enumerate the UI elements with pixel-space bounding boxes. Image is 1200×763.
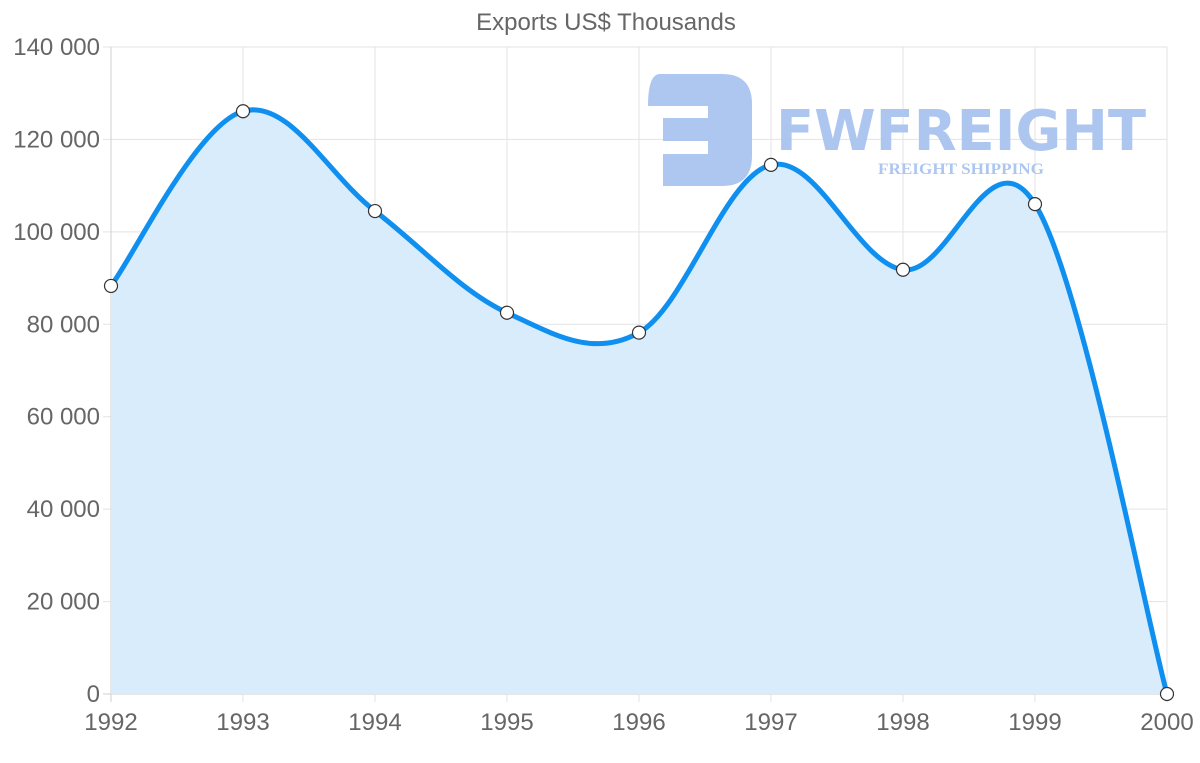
x-tick-label: 1997 (744, 709, 797, 736)
fwfreight-watermark: FWFREIGHT FREIGHT SHIPPING (648, 74, 1146, 186)
x-axis-labels: 1992 1993 1994 1995 1996 1997 1998 1999 2000 (84, 709, 1193, 736)
data-point-1996[interactable] (631, 325, 647, 340)
chart-title: Exports US$ Thousands (476, 9, 736, 36)
x-tick-label: 1994 (348, 709, 401, 736)
y-tick-label: 140 000 (13, 34, 100, 61)
x-tick-label: 1999 (1008, 709, 1061, 736)
y-axis-labels: 0 20 000 40 000 60 000 80 000 100 000 120 000 1… (13, 34, 100, 708)
y-tick-label: 60 000 (27, 404, 100, 431)
data-point-2000[interactable] (1159, 686, 1175, 702)
x-tick-label: 1998 (876, 709, 929, 736)
data-point-1997[interactable] (763, 157, 779, 172)
data-point-1993[interactable] (235, 104, 251, 119)
watermark-tagline: FREIGHT SHIPPING (878, 161, 1045, 178)
data-point-1994[interactable] (367, 203, 383, 219)
x-tick-label: 1995 (480, 709, 533, 736)
y-tick-label: 20 000 (27, 589, 100, 616)
data-points (103, 104, 1175, 702)
data-point-1998[interactable] (895, 262, 911, 277)
x-tick-label: 2000 (1140, 709, 1193, 736)
y-tick-label: 0 (87, 681, 100, 708)
y-tick-label: 40 000 (27, 496, 100, 523)
x-tick-label: 1992 (84, 709, 137, 736)
y-tick-label: 80 000 (27, 311, 100, 338)
y-tick-label: 120 000 (13, 126, 100, 153)
x-tick-label: 1993 (216, 709, 269, 736)
data-point-1999[interactable] (1027, 197, 1043, 212)
x-tick-label: 1996 (612, 709, 665, 736)
fwfreight-logo-icon (648, 74, 752, 186)
watermark-brand: FWFREIGHT (776, 99, 1146, 164)
data-point-1992[interactable] (103, 278, 119, 294)
y-tick-label: 100 000 (13, 219, 100, 246)
area-fill (111, 109, 1167, 695)
data-point-1995[interactable] (499, 305, 515, 320)
